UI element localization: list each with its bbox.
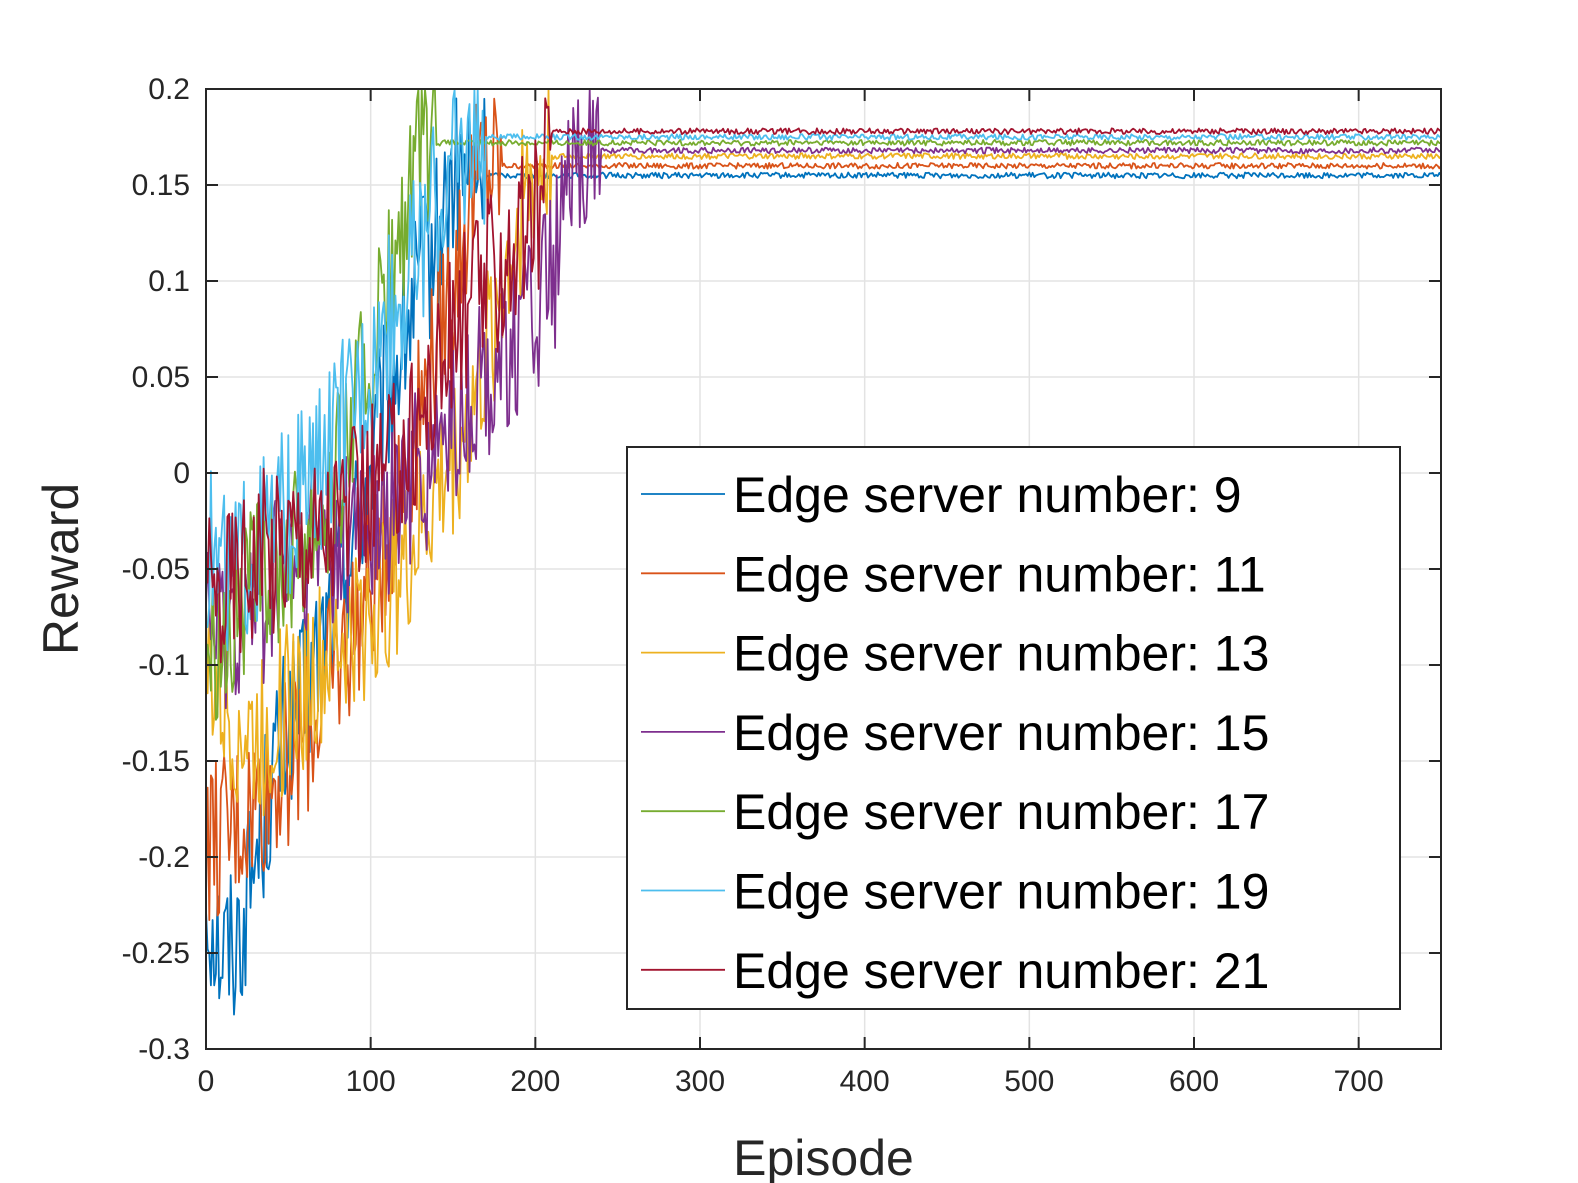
y-tick-label: 0.05: [132, 361, 190, 394]
x-tick-label: 300: [675, 1065, 725, 1098]
x-tick-label: 100: [346, 1065, 396, 1098]
legend-entry: Edge server number: 11: [733, 546, 1266, 602]
series-line: [205, 88, 1442, 817]
x-tick-label: 700: [1334, 1065, 1384, 1098]
x-tick-label: 0: [198, 1065, 215, 1098]
y-axis-title: Reward: [33, 483, 89, 655]
legend-entry: Edge server number: 17: [733, 784, 1269, 840]
x-tick-label: 600: [1169, 1065, 1219, 1098]
legend-entry: Edge server number: 15: [733, 705, 1269, 761]
legend: Edge server number: 9 Edge server number:…: [626, 446, 1401, 1010]
series-line: [205, 97, 1442, 921]
y-tick-label: -0.3: [138, 1033, 190, 1066]
series-line: [205, 97, 1442, 1016]
series-line: [205, 88, 1442, 652]
y-tick-label: 0.1: [148, 265, 190, 298]
y-tick-label: 0: [173, 457, 190, 490]
x-tick-label: 500: [1004, 1065, 1054, 1098]
series-lines: [205, 88, 1442, 1016]
y-tick-label: -0.25: [122, 937, 190, 970]
legend-entry: Edge server number: 19: [733, 864, 1269, 920]
ticks: 0 100 200 300 400 500 600 700 -0.3 -0.25 -0.2 -0.15…: [122, 73, 1441, 1098]
y-tick-label: 0.15: [132, 169, 190, 202]
series-line: [205, 88, 1442, 721]
y-tick-label: -0.2: [138, 841, 190, 874]
series-line: [205, 97, 1442, 664]
legend-entry: Edge server number: 9: [733, 467, 1242, 523]
legend-entry: Edge server number: 21: [733, 943, 1269, 999]
y-tick-label: -0.1: [138, 649, 190, 682]
x-tick-label: 200: [510, 1065, 560, 1098]
y-tick-label: -0.15: [122, 745, 190, 778]
x-tick-label: 400: [840, 1065, 890, 1098]
legend-entry: Edge server number: 13: [733, 626, 1269, 682]
legend-box: [626, 446, 1401, 1010]
y-tick-label: -0.05: [122, 553, 190, 586]
x-axis-title: Episode: [733, 1130, 914, 1183]
y-tick-label: 0.2: [148, 73, 190, 106]
